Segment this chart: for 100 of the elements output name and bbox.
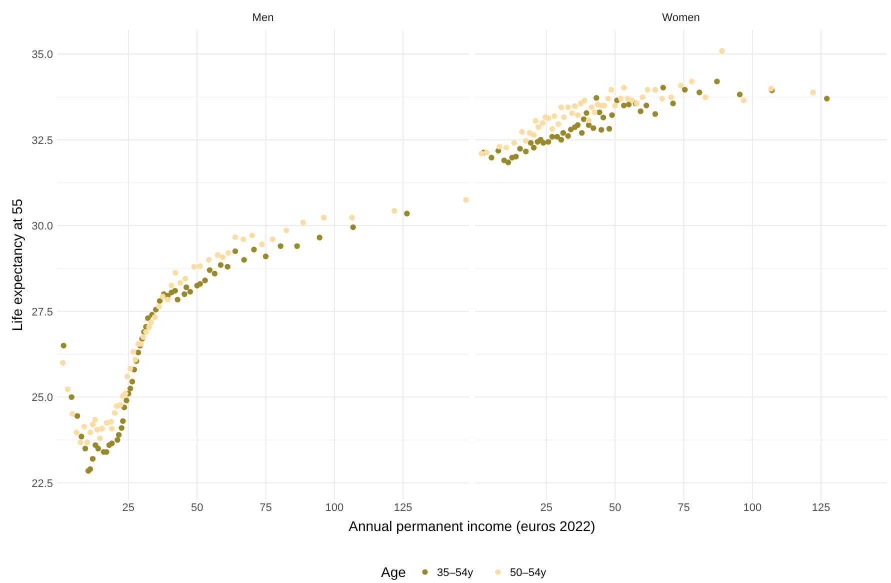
point xyxy=(618,96,624,102)
point xyxy=(124,374,130,380)
point xyxy=(187,288,194,295)
x-tick-label: 100 xyxy=(743,502,762,514)
point xyxy=(316,234,322,240)
point xyxy=(605,96,612,102)
point xyxy=(112,410,118,416)
y-tick-label: 22.5 xyxy=(32,478,53,490)
point xyxy=(561,114,567,120)
point xyxy=(540,140,546,146)
x-tick-label: 75 xyxy=(678,502,690,514)
point xyxy=(60,342,66,348)
x-axis-title: Annual permanent income (euros 2022) xyxy=(348,518,596,534)
point xyxy=(588,104,594,110)
point xyxy=(549,134,556,140)
point xyxy=(156,304,162,310)
point xyxy=(206,267,213,274)
point xyxy=(565,133,571,139)
x-tick-label: 50 xyxy=(608,502,622,514)
point xyxy=(135,350,142,356)
x-tick-label: 125 xyxy=(812,502,830,514)
chart-title: Women xyxy=(662,12,700,24)
point xyxy=(68,394,74,400)
point xyxy=(202,278,208,284)
point xyxy=(528,140,534,146)
point xyxy=(644,86,650,93)
point xyxy=(640,94,646,100)
point xyxy=(249,232,255,238)
point xyxy=(552,113,558,119)
point xyxy=(608,86,614,93)
point xyxy=(81,424,88,430)
point xyxy=(64,386,71,392)
point xyxy=(810,90,816,96)
point xyxy=(108,418,114,425)
legend-label: 50–54y xyxy=(510,567,547,579)
point xyxy=(606,126,612,132)
point xyxy=(278,243,284,250)
point xyxy=(232,248,238,254)
point xyxy=(156,298,163,304)
point xyxy=(638,108,644,114)
point xyxy=(511,140,517,146)
point xyxy=(197,263,203,269)
point xyxy=(652,86,658,93)
point xyxy=(241,256,247,263)
point xyxy=(652,111,658,117)
x-tick-label: 125 xyxy=(394,502,412,514)
point xyxy=(517,146,523,152)
point xyxy=(262,254,269,260)
point xyxy=(96,435,103,442)
point xyxy=(182,291,188,298)
point xyxy=(191,264,197,270)
point xyxy=(612,102,618,108)
point xyxy=(120,418,126,424)
point xyxy=(682,86,688,93)
point xyxy=(127,366,134,372)
point xyxy=(719,48,725,54)
point xyxy=(122,390,128,397)
point xyxy=(660,84,666,91)
x-tick-label: 50 xyxy=(190,502,204,514)
y-axis-title: Life expectancy at 55 xyxy=(9,198,25,332)
point xyxy=(578,130,585,136)
point xyxy=(251,246,257,252)
x-tick-label: 25 xyxy=(122,502,135,514)
point xyxy=(505,160,512,166)
point xyxy=(118,402,124,408)
point xyxy=(349,214,355,221)
point xyxy=(87,430,94,436)
point xyxy=(609,112,615,118)
point xyxy=(496,144,502,150)
point xyxy=(224,264,230,270)
point xyxy=(574,112,581,118)
point xyxy=(578,100,584,106)
point xyxy=(114,437,120,443)
point xyxy=(148,319,154,326)
point xyxy=(594,95,600,101)
point xyxy=(484,150,490,156)
point xyxy=(226,250,232,256)
legend-label: 35–54y xyxy=(437,567,474,579)
point xyxy=(90,456,96,462)
point xyxy=(206,256,212,263)
point xyxy=(300,220,306,226)
point xyxy=(644,102,650,108)
point xyxy=(503,144,510,151)
point xyxy=(240,236,246,242)
point xyxy=(569,110,575,116)
point xyxy=(84,439,90,446)
point xyxy=(558,104,564,110)
point xyxy=(558,136,564,143)
point xyxy=(94,426,100,433)
point xyxy=(519,129,525,135)
point xyxy=(540,120,546,126)
point xyxy=(99,426,105,432)
point xyxy=(530,144,537,151)
point xyxy=(670,100,676,106)
point xyxy=(586,117,592,124)
point xyxy=(696,90,702,96)
point xyxy=(586,122,592,128)
y-tick-label: 27.5 xyxy=(32,306,53,318)
point xyxy=(172,270,178,276)
point xyxy=(545,138,552,145)
